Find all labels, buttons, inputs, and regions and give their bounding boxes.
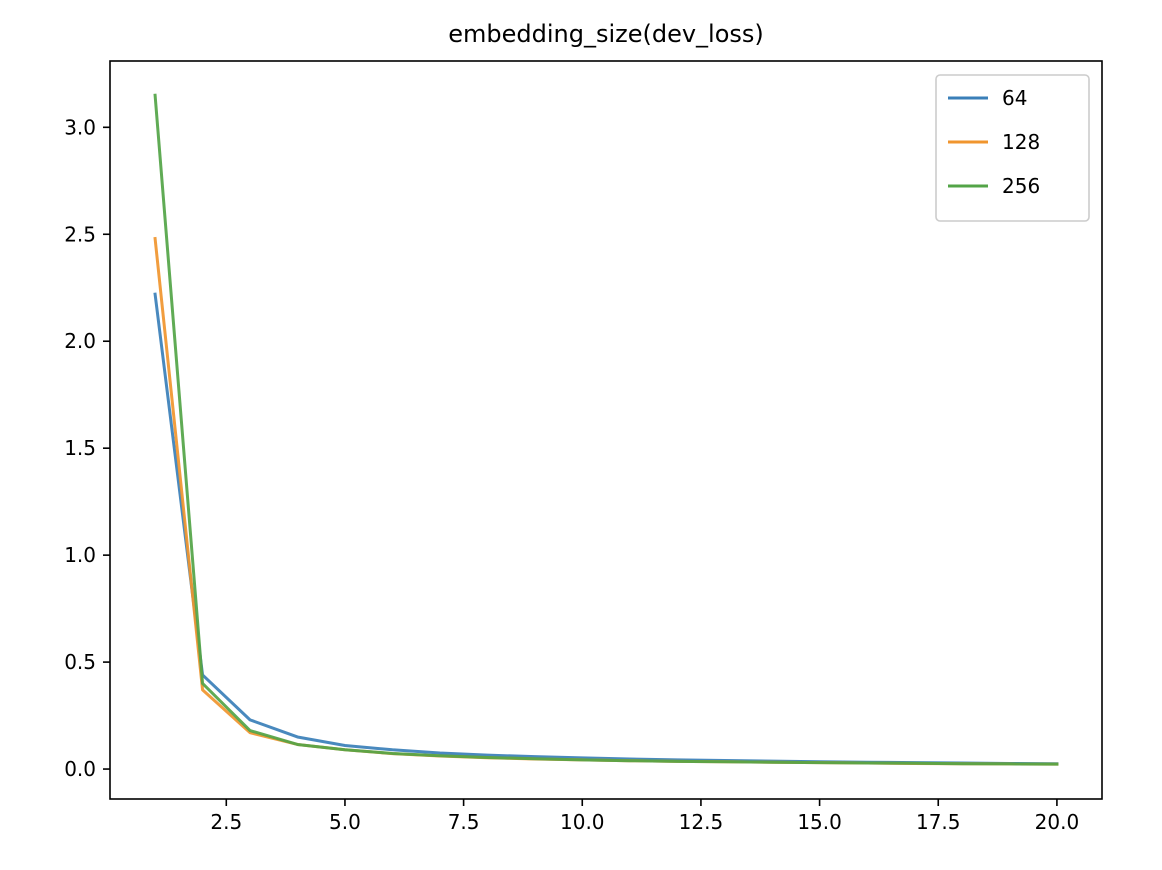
x-tick-label: 5.0 (329, 810, 361, 834)
y-tick-label: 2.5 (64, 222, 96, 246)
x-tick-label: 10.0 (560, 810, 605, 834)
legend: 64 128 256 (935, 74, 1090, 222)
legend-label-128: 128 (1002, 130, 1040, 154)
chart-title: embedding_size(dev_loss) (448, 20, 764, 48)
legend-label-256: 256 (1002, 174, 1040, 198)
x-tick-label: 20.0 (1035, 810, 1080, 834)
y-tick-label: 3.0 (64, 115, 96, 139)
y-tick-label: 1.0 (64, 543, 96, 567)
y-tick-label: 0.0 (64, 757, 96, 781)
legend-label-64: 64 (1002, 86, 1027, 110)
series-line-256 (153, 93, 1059, 766)
plot-area: 2.5 5.0 7.5 10.0 12.5 15.0 17.5 20.0 0.0 0.5 1.0 1.… (64, 93, 1080, 834)
y-tick-label: 0.5 (64, 650, 96, 674)
x-tick-label: 15.0 (797, 810, 842, 834)
x-tick-label: 7.5 (448, 810, 480, 834)
y-tick-label: 1.5 (64, 436, 96, 460)
x-tick-label: 12.5 (679, 810, 724, 834)
x-tick-label: 2.5 (210, 810, 242, 834)
y-tick-label: 2.0 (64, 329, 96, 353)
x-tick-label: 17.5 (916, 810, 961, 834)
plot-frame (109, 60, 1103, 800)
